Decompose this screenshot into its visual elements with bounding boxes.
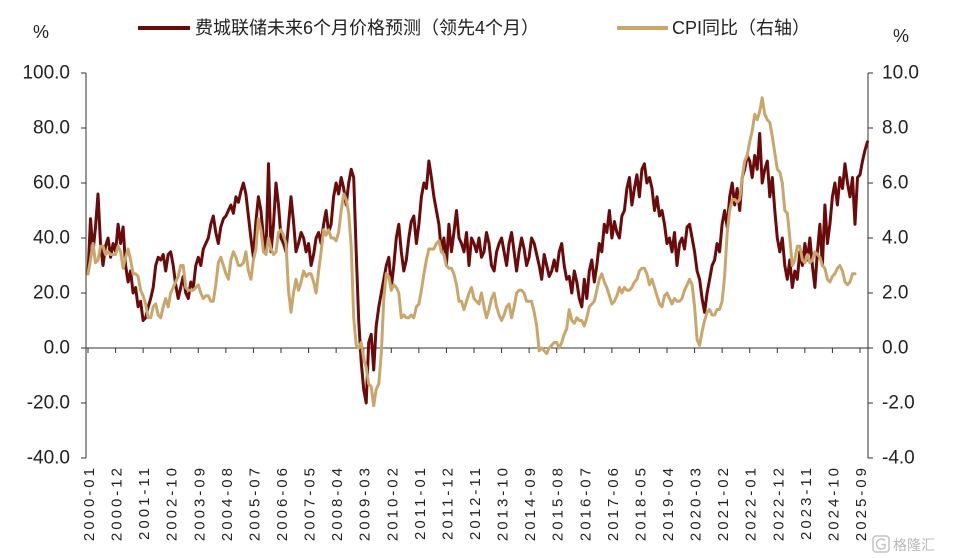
left-y-tick-label: -40.0 [27,448,70,469]
watermark: 格隆汇 [872,535,935,553]
left-y-tick-label: 80.0 [33,118,70,139]
legend-item-price-forecast: 费城联储未来6个月价格预测（领先4个月） [138,18,539,38]
left-y-tick-label: 60.0 [33,173,70,194]
watermark-text: 格隆汇 [893,537,935,553]
watermark-logo-icon [872,535,890,553]
x-tick-label: 2003-09 [191,465,208,541]
x-tick-label: 2013-10 [495,465,512,541]
right-y-tick-label: 4.0 [882,228,908,249]
legend: 费城联储未来6个月价格预测（领先4个月） CPI同比（右轴） [138,18,810,38]
right-y-tick-label: 8.0 [882,118,908,139]
left-axis-unit-label: % [33,22,49,42]
legend-label-price-forecast: 费城联储未来6个月价格预测（领先4个月） [195,18,539,38]
x-tick-label: 2000-01 [81,465,98,541]
plot-area: 100.0 80.0 60.0 40.0 20.0 0.0 -20.0 -40.0 10.0 8.… [22,63,919,542]
left-y-tick-label: -20.0 [27,393,70,414]
x-tick-label: 2005-07 [246,465,263,541]
x-tick-label: 2004-08 [219,465,236,541]
legend-item-cpi: CPI同比（右轴） [617,18,810,38]
x-tick-label: 2007-05 [302,465,319,541]
right-axis-unit-label: % [893,26,909,46]
x-tick-label: 2016-07 [577,465,594,541]
x-tick-label: 2009-03 [357,465,374,541]
x-tick-label: 2023-11 [798,465,815,540]
x-tick-label: 2019-04 [660,465,677,541]
legend-label-cpi: CPI同比（右轴） [672,18,810,38]
x-tick-label: 2012-11 [467,465,484,540]
x-tick-label: 2000-12 [109,465,126,541]
x-tick-label: 2011-01 [412,465,429,540]
left-y-tick-label: 0.0 [44,338,70,359]
cpi-yoy-series-line [86,96,857,408]
x-tick-label: 2022-01 [743,465,760,541]
x-tick-label: 2011-12 [439,465,456,540]
x-tick-label: 2010-02 [384,465,401,541]
x-tick-label: 2025-09 [853,465,870,541]
right-y-tick-label: -4.0 [882,448,915,469]
right-y-tick-label: -2.0 [882,393,915,414]
left-y-tick-label: 100.0 [22,63,70,84]
price-forecast-series-line [86,132,869,405]
x-tick-label: 2024-10 [825,465,842,541]
x-tick-label: 2020-03 [688,465,705,541]
x-tick-label: 2021-02 [715,465,732,541]
watermark-logo-mark-icon [875,538,886,550]
x-tick-label: 2008-04 [329,465,346,541]
x-tick-label: 2015-08 [550,465,567,541]
left-y-tick-label: 20.0 [33,283,70,304]
right-y-tick-label: 0.0 [882,338,908,359]
x-tick-label: 2017-06 [605,465,622,541]
x-tick-label: 2014-09 [522,465,539,541]
x-tick-label: 2006-06 [274,465,291,541]
x-tick-label: 2001-11 [136,465,153,540]
x-tick-label: 2018-05 [632,465,649,541]
right-y-tick-label: 10.0 [882,63,919,84]
x-tick-label: 2022-12 [770,465,787,541]
right-y-tick-label: 6.0 [882,173,908,194]
left-y-tick-label: 40.0 [33,228,70,249]
right-y-tick-label: 2.0 [882,283,908,304]
x-tick-label: 2002-10 [164,465,181,541]
